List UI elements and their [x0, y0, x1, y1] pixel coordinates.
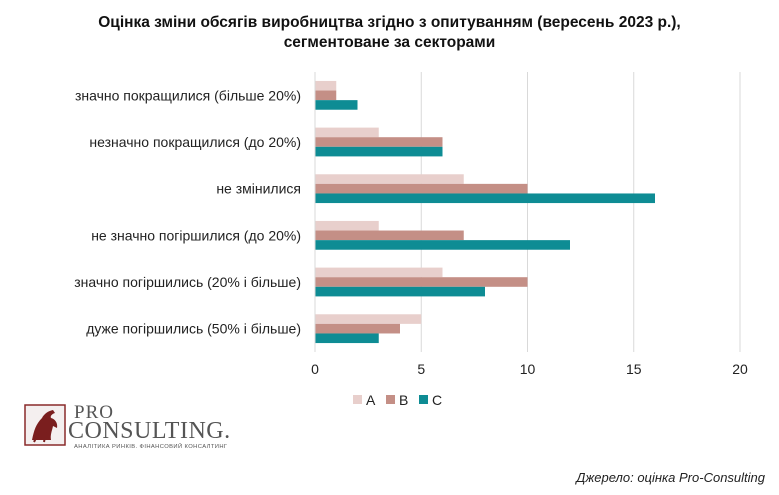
x-tick-label-10: 10 [520, 361, 536, 377]
bar-B-3 [315, 230, 464, 241]
category-label-3: не значно погіршилися (до 20%) [91, 227, 301, 243]
x-tick-label-20: 20 [732, 361, 748, 377]
bar-C-0 [315, 100, 358, 110]
legend-swatch-A [353, 395, 362, 404]
logo-tagline: АНАЛІТИКА РИНКІВ. ФІНАНСОВИЙ КОНСАЛТИНГ [74, 444, 228, 450]
bar-A-2 [315, 174, 464, 184]
bar-A-0 [315, 80, 337, 91]
bar-C-3 [315, 240, 570, 250]
logo-pro-text: PRO [74, 402, 114, 423]
bar-C-4 [315, 286, 485, 297]
category-label-2: не змінилися [216, 181, 301, 197]
legend-label-A: A [366, 392, 376, 408]
bar-A-4 [315, 267, 443, 278]
bar-A-3 [315, 220, 379, 231]
chart-title: Оцінка зміни обсягів виробництва згідно … [0, 13, 779, 53]
chart-title-line-1: Оцінка зміни обсягів виробництва згідно … [98, 14, 681, 31]
source-note: Джерело: оцінка Pro-Consulting [576, 470, 765, 485]
x-tick-label-0: 0 [311, 361, 319, 377]
bar-B-4 [315, 277, 528, 287]
bar-C-5 [315, 333, 379, 344]
legend-label-B: B [399, 392, 408, 408]
logo-consulting-text: CONSULTING. [68, 418, 231, 444]
bar-B-5 [315, 323, 400, 334]
chart-title-line-2: сегментоване за секторами [283, 34, 496, 51]
category-label-4: значно погіршились (20% і більше) [74, 274, 301, 290]
bar-B-0 [315, 90, 337, 101]
legend-label-C: C [432, 392, 442, 408]
category-label-5: дуже погіршились (50% і більше) [86, 321, 301, 337]
x-tick-label-15: 15 [626, 361, 642, 377]
bar-A-5 [315, 314, 422, 324]
horse-logo-icon [24, 404, 66, 446]
bar-C-2 [315, 193, 655, 204]
bar-B-2 [315, 183, 528, 194]
legend-swatch-C [419, 395, 428, 404]
legend-swatch-B [386, 395, 395, 404]
category-label-0: значно покращилися (більше 20%) [75, 87, 301, 103]
pro-consulting-logo: PRO CONSULTING. АНАЛІТИКА РИНКІВ. ФІНАНС… [24, 402, 234, 452]
bar-B-1 [315, 137, 443, 147]
bar-C-1 [315, 146, 443, 157]
x-tick-label-5: 5 [417, 361, 425, 377]
bar-A-1 [315, 127, 379, 138]
category-label-1: незначно покращилися (до 20%) [89, 134, 301, 150]
